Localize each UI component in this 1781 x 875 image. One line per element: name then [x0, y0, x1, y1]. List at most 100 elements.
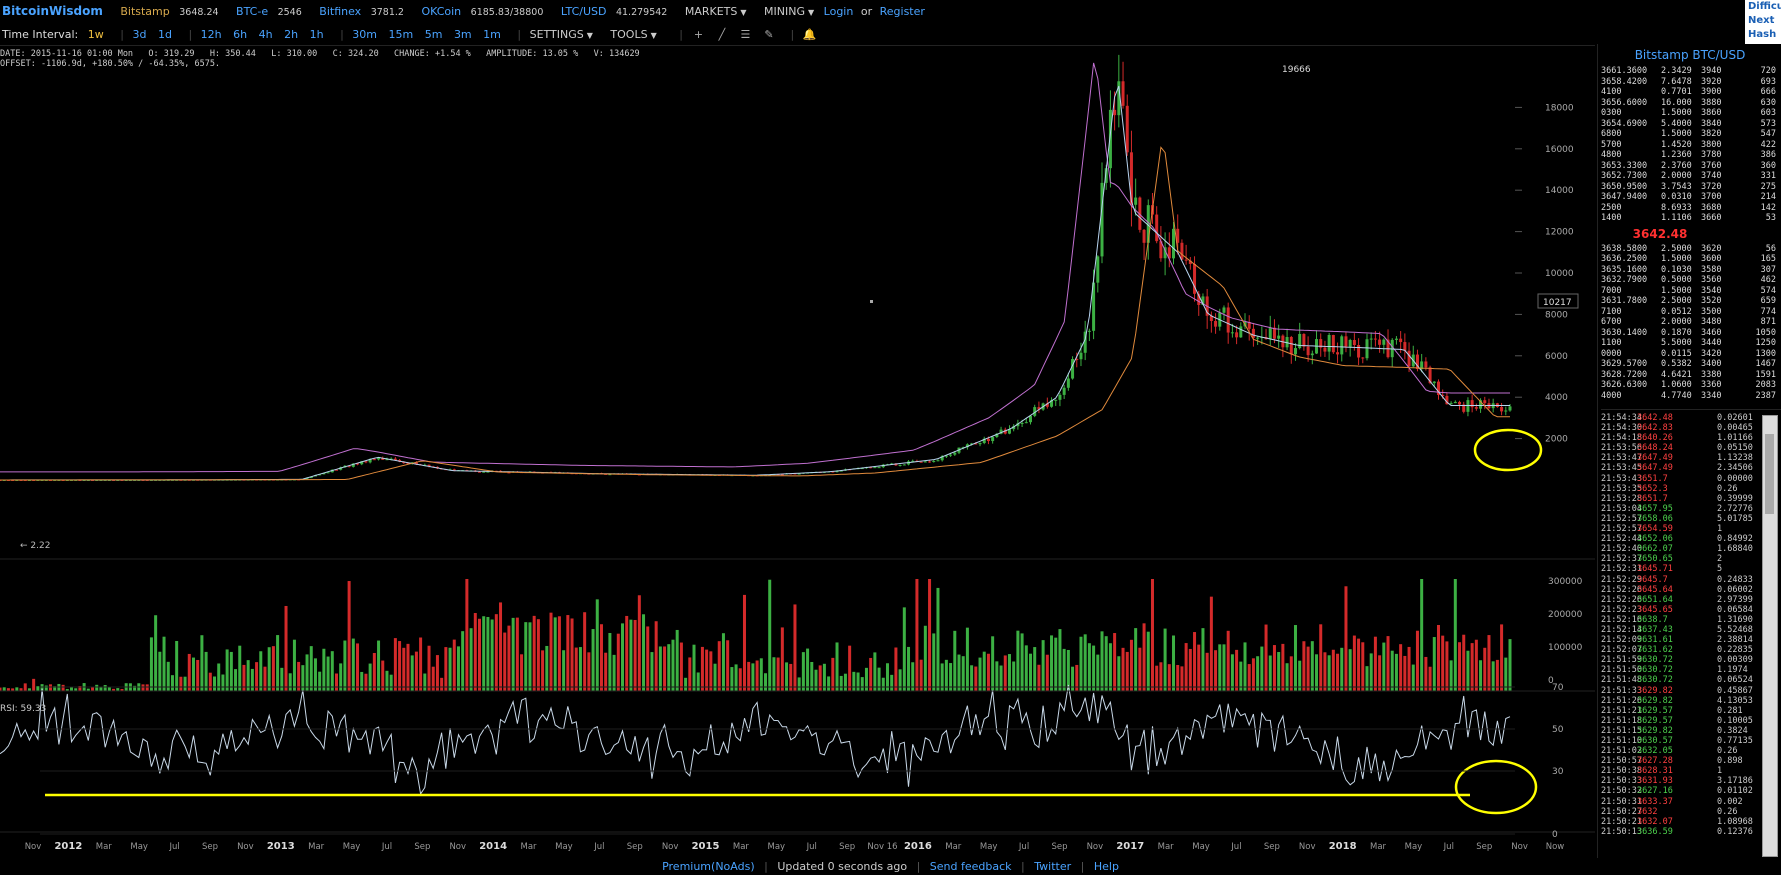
candle-body — [860, 468, 864, 470]
ask-row[interactable]: 3661.3600 2.3429 3940 720 — [1601, 66, 1781, 77]
trade-price: 3651.7 — [1637, 473, 1668, 484]
rsi-tick-label: 30 — [1552, 767, 1564, 777]
ask-row[interactable]: 3656.6000 16.000 3880 630 — [1601, 98, 1781, 109]
bid-cell: 2387 — [1755, 390, 1776, 401]
scrollbar-thumb[interactable] — [1765, 434, 1774, 514]
ticker-exchange[interactable]: BTC-e — [236, 5, 269, 18]
settings-menu[interactable]: SETTINGS ▼ — [530, 28, 593, 41]
alert-bell-icon[interactable]: 🔔 — [802, 28, 817, 41]
ticker-exchange[interactable]: Bitstamp — [120, 5, 170, 18]
interval-1d[interactable]: 1d — [157, 28, 172, 41]
bid-row[interactable]: 0000 0.0115 3420 1300 — [1601, 349, 1781, 360]
candle-body — [1361, 357, 1365, 359]
bid-row[interactable]: 3629.5700 0.5382 3400 1467 — [1601, 359, 1781, 370]
bid-row[interactable]: 7100 0.0512 3500 774 — [1601, 307, 1781, 318]
login-link[interactable]: Login — [823, 5, 854, 18]
trade-time: 21:50:32 — [1601, 786, 1642, 797]
volume-bar — [1315, 654, 1319, 691]
volume-bar — [149, 637, 153, 691]
bid-row[interactable]: 3636.2500 1.5000 3600 165 — [1601, 254, 1781, 265]
market-title[interactable]: Bitstamp BTC/USD — [1634, 48, 1746, 62]
bid-cell: 2.5000 — [1661, 243, 1692, 254]
candle-body — [995, 433, 999, 437]
ask-row[interactable]: 3647.9400 0.0310 3700 214 — [1601, 192, 1781, 203]
x-axis-label: 2016 — [904, 841, 932, 852]
markets-menu[interactable]: MARKETS ▼ — [685, 1, 747, 24]
twitter-link[interactable]: Twitter — [1034, 860, 1072, 873]
difficulty-panel[interactable]: Difficu Next Hash D — [1745, 0, 1781, 44]
ask-cell: 1400 — [1601, 213, 1622, 223]
trade-row: 21:50:213632.07 1.08968 — [1601, 817, 1781, 827]
price-chart[interactable]: 19666 ← 2.22 10217 RSI: 59.33 2000 4000 60… — [0, 46, 1595, 858]
interval-1w[interactable]: 1w — [87, 28, 104, 41]
site-logo[interactable]: BitcoinWisdom — [2, 4, 103, 18]
volume-bar — [334, 673, 338, 691]
interval-1m[interactable]: 1m — [483, 28, 501, 41]
x-axis-label: Now — [1546, 842, 1565, 852]
ask-row[interactable]: 6800 1.5000 3820 547 — [1601, 129, 1781, 140]
bid-row[interactable]: 3631.7800 2.5000 3520 659 — [1601, 296, 1781, 307]
ask-row[interactable]: 3653.3300 2.3760 3760 360 — [1601, 161, 1781, 172]
volume-bar — [536, 619, 540, 691]
ask-row[interactable]: 2500 8.6933 3680 142 — [1601, 203, 1781, 214]
help-link[interactable]: Help — [1093, 860, 1119, 873]
tools-menu[interactable]: TOOLS ▼ — [610, 28, 656, 41]
ask-row[interactable]: 1400 1.1106 3660 53 — [1601, 213, 1781, 224]
interval-30m[interactable]: 30m — [352, 28, 377, 41]
ask-row[interactable]: 5700 1.4520 3800 422 — [1601, 140, 1781, 151]
ask-row[interactable]: 4100 0.7701 3900 666 — [1601, 87, 1781, 98]
ask-row[interactable]: 3658.4200 7.6478 3920 693 — [1601, 77, 1781, 88]
interval-3d[interactable]: 3d — [132, 28, 147, 41]
candle-body — [1272, 327, 1276, 339]
bid-row[interactable]: 3638.5800 2.5000 3620 56 — [1601, 244, 1781, 255]
volume-bar — [965, 627, 969, 691]
interval-12h[interactable]: 12h — [200, 28, 222, 41]
volume-bar — [330, 651, 334, 691]
bid-row[interactable]: 3626.6300 1.0600 3360 2083 — [1601, 380, 1781, 391]
ask-cell: 603 — [1760, 108, 1776, 118]
interval-5m[interactable]: 5m — [424, 28, 443, 41]
fib-tool-icon[interactable]: ☰ — [740, 28, 751, 41]
bid-row[interactable]: 3632.7900 0.5000 3560 462 — [1601, 275, 1781, 286]
interval-6h[interactable]: 6h — [233, 28, 248, 41]
ticker-exchange[interactable]: OKCoin — [421, 5, 462, 18]
interval-3m[interactable]: 3m — [453, 28, 472, 41]
ticker-exchange[interactable]: Bitfinex — [319, 5, 362, 18]
trades-scrollbar[interactable] — [1762, 415, 1778, 857]
mining-menu[interactable]: MINING ▼ — [764, 1, 814, 24]
volume-bar — [1201, 628, 1205, 691]
volume-bar — [1277, 652, 1281, 691]
volume-bar — [1386, 636, 1390, 691]
ask-row[interactable]: 3654.6900 5.4000 3840 573 — [1601, 119, 1781, 130]
ask-row[interactable]: 4800 1.2360 3780 386 — [1601, 150, 1781, 161]
volume-bar — [86, 688, 90, 691]
ask-cell: 547 — [1760, 129, 1776, 139]
bid-cell: 3400 — [1701, 359, 1722, 369]
ticker-exchange[interactable]: LTC/USD — [560, 5, 607, 18]
bid-row[interactable]: 3630.1400 0.1870 3460 1050 — [1601, 328, 1781, 339]
bid-row[interactable]: 1100 5.5000 3440 1250 — [1601, 338, 1781, 349]
premium-link[interactable]: Premium(NoAds) — [662, 860, 755, 873]
ask-row[interactable]: 0300 1.5000 3860 603 — [1601, 108, 1781, 119]
draw-tool-icon[interactable]: ✎ — [764, 28, 774, 41]
crosshair-icon[interactable]: + — [693, 28, 704, 41]
register-link[interactable]: Register — [879, 5, 925, 18]
interval-2h[interactable]: 2h — [284, 28, 299, 41]
candle-body — [1142, 229, 1146, 243]
line-tool-icon[interactable]: ╱ — [718, 28, 726, 41]
trade-amount: 0.02601 — [1717, 413, 1753, 423]
ask-row[interactable]: 3652.7300 2.0000 3740 331 — [1601, 171, 1781, 182]
feedback-link[interactable]: Send feedback — [929, 860, 1012, 873]
volume-bar — [15, 687, 19, 691]
volume-bar — [1415, 630, 1419, 691]
candle-body — [1293, 348, 1297, 355]
ask-row[interactable]: 3650.9500 3.7543 3720 275 — [1601, 182, 1781, 193]
bid-row[interactable]: 6700 2.0000 3480 871 — [1601, 317, 1781, 328]
interval-1h[interactable]: 1h — [309, 28, 324, 41]
bid-row[interactable]: 3635.1600 0.1030 3580 307 — [1601, 265, 1781, 276]
interval-4h[interactable]: 4h — [258, 28, 273, 41]
bid-row[interactable]: 4000 4.7740 3340 2387 — [1601, 391, 1781, 402]
bid-row[interactable]: 3628.7200 4.6421 3380 1591 — [1601, 370, 1781, 381]
interval-15m[interactable]: 15m — [388, 28, 414, 41]
bid-row[interactable]: 7000 1.5000 3540 574 — [1601, 286, 1781, 297]
